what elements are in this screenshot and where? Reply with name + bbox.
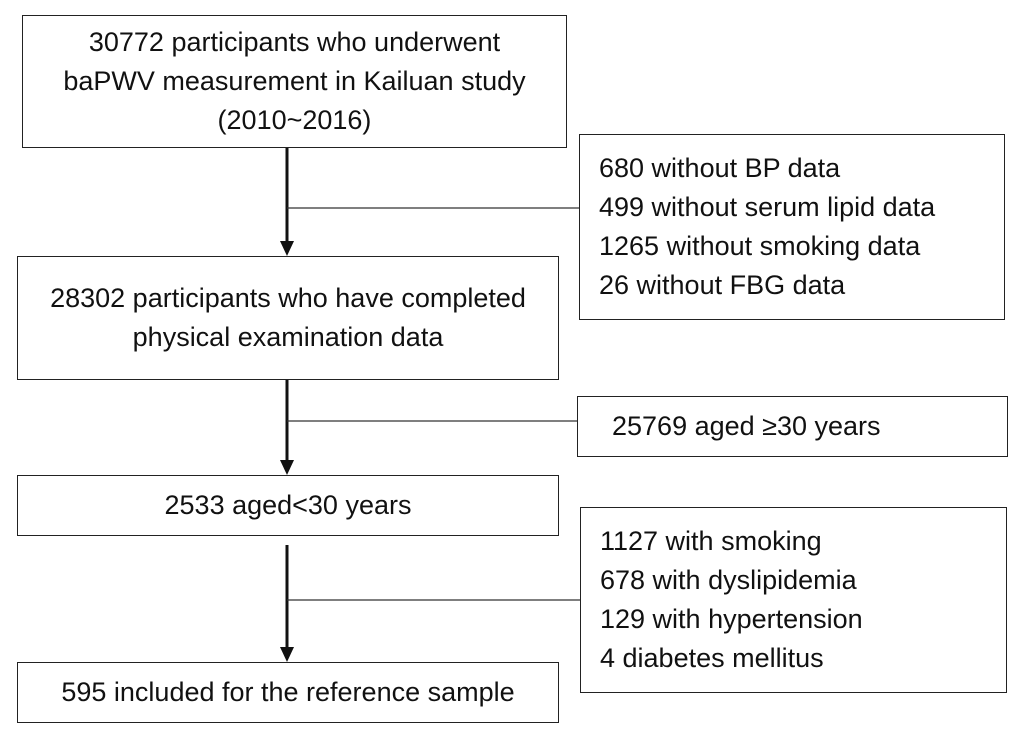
box-text-line: 595 included for the reference sample — [61, 677, 515, 707]
arrowhead-down — [280, 241, 294, 256]
box-text-line: 680 without BP data — [599, 153, 841, 183]
box-text-line: 1127 with smoking — [600, 526, 822, 556]
arrowhead-down — [280, 647, 294, 662]
box-text-line: 678 with dyslipidemia — [600, 565, 857, 595]
box-text-line: 499 without serum lipid data — [599, 192, 936, 222]
box-text-line: 4 diabetes mellitus — [600, 643, 824, 673]
box-initial-cohort: 30772 participants who underwent baPWV m… — [22, 15, 567, 148]
box-exclusion-missing-data: 680 without BP data 499 without serum li… — [579, 134, 1005, 320]
box-text-line: (2010~2016) — [217, 105, 372, 135]
box-text-line: 1265 without smoking data — [599, 231, 921, 261]
box-reference-sample: 595 included for the reference sample — [17, 662, 559, 723]
box-text-line: 129 with hypertension — [600, 604, 863, 634]
box-exclusion-risk-factors: 1127 with smoking 678 with dyslipidemia … — [580, 507, 1007, 693]
box-completed-exam: 28302 participants who have completed ph… — [17, 256, 559, 380]
box-text-line: 28302 participants who have completed — [50, 283, 526, 313]
box-exclusion-aged-30-plus: 25769 aged ≥30 years — [577, 396, 1008, 457]
box-text-line: 2533 aged<30 years — [164, 490, 412, 520]
arrowhead-down — [280, 460, 294, 475]
box-text-line: baPWV measurement in Kailuan study — [63, 66, 526, 96]
box-text-line: 26 without FBG data — [599, 270, 846, 300]
box-aged-under-30: 2533 aged<30 years — [17, 475, 559, 536]
box-text-line: 30772 participants who underwent — [88, 27, 501, 57]
box-text-line: physical examination data — [132, 322, 444, 352]
box-text-line: 25769 aged ≥30 years — [612, 411, 881, 441]
